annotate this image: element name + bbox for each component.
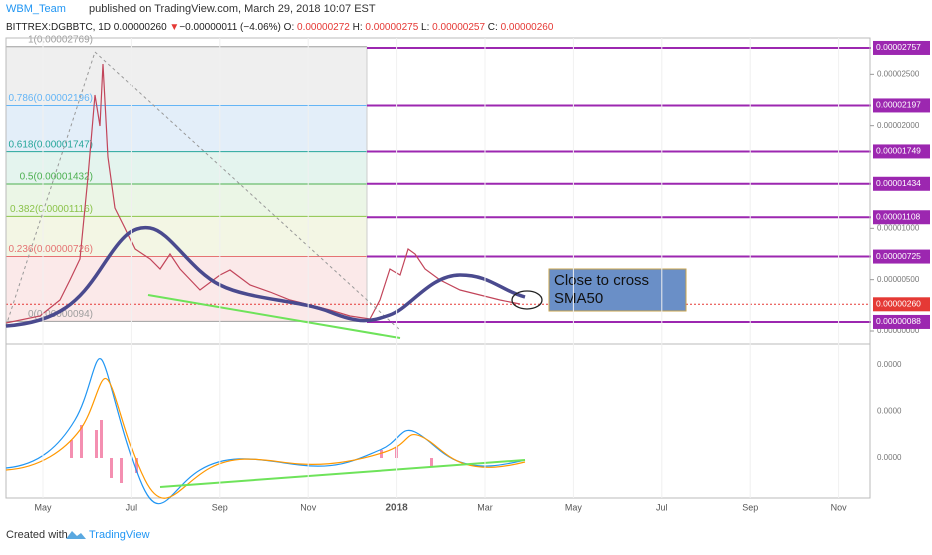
level-tag xyxy=(873,314,930,329)
x-tick-label: Mar xyxy=(477,502,493,512)
x-tick-label: Sep xyxy=(742,502,758,512)
level-tag xyxy=(873,40,930,55)
footer-text: Created with xyxy=(6,529,68,541)
annotation-box xyxy=(548,268,687,312)
trendline xyxy=(159,459,526,488)
current-price-label: 0.00000260 xyxy=(876,299,921,309)
fib-diagonal xyxy=(5,51,96,327)
level-label: 0.00002197 xyxy=(876,100,921,110)
header-field: BITTREX:DGBBTC, 1D xyxy=(6,22,111,33)
price-line xyxy=(5,63,521,324)
fib-band xyxy=(6,183,367,217)
level-tag xyxy=(873,210,930,225)
price-pane: 1(0.00002769) 0.786(0.00002196) 0.618(0.00… xyxy=(6,34,872,323)
macd-tick-label: 0.0000 xyxy=(877,453,902,462)
header-field: L: xyxy=(421,22,429,33)
level-tag xyxy=(873,249,930,264)
annotation-text: SMA50 xyxy=(554,290,603,307)
level-label: 0.00001434 xyxy=(876,178,921,188)
y-tick-label: 0.00001000 xyxy=(877,223,920,232)
header-field: 0.00000257 xyxy=(432,22,485,33)
x-tick-label: May xyxy=(34,502,52,512)
fib-label: 0.382(0.00001116) xyxy=(10,204,93,215)
symbol-line: BITTREX:DGBBTC, 1D 0.00000260 ▼−0.000000… xyxy=(6,22,554,33)
macd-tick-label: 0.0000 xyxy=(877,407,902,416)
fib-band xyxy=(6,105,367,152)
current-price-tag xyxy=(873,297,930,312)
level-label: 0.00000088 xyxy=(876,316,921,326)
fib-diagonal xyxy=(94,51,401,331)
level-tag xyxy=(873,98,930,113)
annotation-text: Close to cross xyxy=(554,272,649,289)
x-tick-label: Sep xyxy=(212,502,228,512)
macd-tick-label: 0.0000 xyxy=(877,360,902,369)
header-field: 0.00000272 xyxy=(297,22,350,33)
y-tick-label: 0.00000500 xyxy=(877,275,920,284)
trendline xyxy=(147,294,401,339)
level-tag xyxy=(873,176,930,191)
header-field: 0.00000275 xyxy=(365,22,418,33)
down-arrow: ▼ xyxy=(169,22,179,33)
x-tick-label: Jul xyxy=(656,502,668,512)
level-label: 0.00001108 xyxy=(876,211,921,221)
x-tick-label: 2018 xyxy=(385,503,408,514)
fib-band xyxy=(6,151,367,184)
y-tick-label: 0.00000000 xyxy=(877,326,920,335)
axes: 0.00002500 0.00002000 0.00001000 0.00000500… xyxy=(34,38,932,514)
x-tick-label: Nov xyxy=(300,502,317,512)
published: published on TradingView.com, March 29, … xyxy=(89,3,376,15)
fib-label: 0.618(0.00001747) xyxy=(8,139,93,150)
symbol-info: BITTREX:DGBBTC, 1D 0.00000260 ▼−0.000000… xyxy=(6,22,554,33)
signal-line xyxy=(5,377,526,499)
x-tick-label: Nov xyxy=(831,502,848,512)
fib-label: 0.236(0.00000726) xyxy=(8,244,93,255)
level-label: 0.00002757 xyxy=(876,42,921,52)
x-tick-label: May xyxy=(565,502,583,512)
y-tick-label: 0.00002000 xyxy=(877,121,920,130)
footer-brand[interactable]: TradingView xyxy=(89,529,150,541)
author[interactable]: WBM_Team xyxy=(6,3,66,15)
fib-band xyxy=(6,46,367,106)
x-tick-label: Jul xyxy=(126,502,138,512)
circle-mark xyxy=(511,290,543,310)
fib-label: 1(0.00002769) xyxy=(28,34,93,45)
price-axis xyxy=(871,38,932,498)
y-tick-label: 0.00002500 xyxy=(877,69,920,78)
level-label: 0.00000725 xyxy=(876,251,921,261)
header-field: 0.00000260 xyxy=(501,22,554,33)
level-tag xyxy=(873,144,930,159)
fib-label: 0.786(0.00002196) xyxy=(8,93,93,104)
frame xyxy=(5,37,871,499)
fib-label: 0(0.00000094) xyxy=(28,309,93,320)
header-field: O: xyxy=(284,22,295,33)
header-field: −0.00000011 (−4.06%) xyxy=(179,22,281,33)
level-label: 0.00001749 xyxy=(876,146,921,156)
header-field: H: xyxy=(353,22,363,33)
fib-band xyxy=(6,216,367,257)
header-field: 0.00000260 xyxy=(114,22,167,33)
logo xyxy=(66,531,86,539)
fib-label: 0.5(0.00001432) xyxy=(20,172,93,183)
header-field: C: xyxy=(488,22,498,33)
sma50 xyxy=(5,225,526,328)
